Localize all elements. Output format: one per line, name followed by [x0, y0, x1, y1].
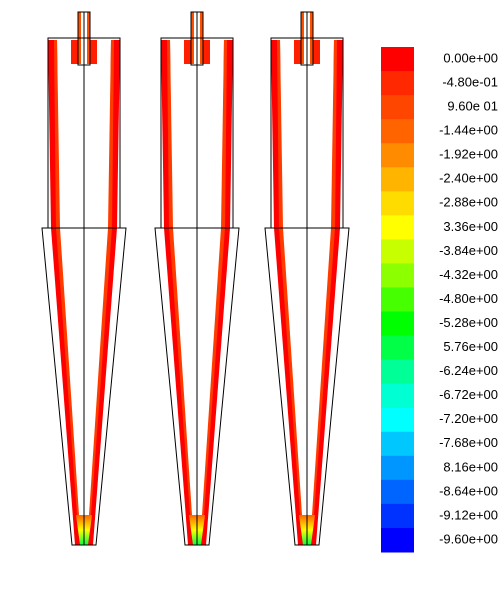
colorbar-label: 3.36e+00 [443, 219, 498, 234]
colorbar-label: -9.60e+00 [439, 531, 498, 546]
color-swatch [381, 239, 414, 264]
colorbar-label: -3.84e+00 [439, 243, 498, 258]
color-swatch [381, 311, 414, 337]
cyclone-contour [154, 11, 240, 546]
color-swatch [381, 71, 414, 96]
colorbar-label: -1.92e+00 [439, 147, 498, 162]
colorbar-label: -1.44e+00 [439, 123, 498, 138]
color-swatch [381, 47, 414, 72]
colorbar-label: -5.28e+00 [439, 315, 498, 330]
colorbar-label: -2.88e+00 [439, 195, 498, 210]
color-swatch [381, 119, 414, 144]
color-swatch [381, 191, 414, 216]
color-swatch [381, 287, 414, 313]
colorbar-label: 9.60e 01 [447, 99, 498, 114]
color-swatch [381, 527, 414, 553]
color-swatch [381, 143, 414, 168]
color-swatch [381, 407, 414, 433]
colorbar-label: -4.80e-01 [442, 75, 498, 90]
colorbar-label: -6.24e+00 [439, 363, 498, 378]
colorbar-label: -7.20e+00 [439, 411, 498, 426]
color-swatch [381, 215, 414, 240]
colorbar-label: -4.32e+00 [439, 267, 498, 282]
colorbar-label: -6.72e+00 [439, 387, 498, 402]
color-swatch [381, 167, 414, 192]
colorbar-label: -2.40e+00 [439, 171, 498, 186]
colorbar-label: -8.64e+00 [439, 483, 498, 498]
colorbar: 0.00e+00 -4.80e-01 9.60e 01 -1.44e+00 -1.92e… [381, 47, 498, 553]
colorbar-label: 8.16e+00 [443, 459, 498, 474]
colorbar-label: -4.80e+00 [439, 291, 498, 306]
color-swatch [381, 95, 414, 120]
color-swatch [381, 455, 414, 481]
colorbar-label: -7.68e+00 [439, 435, 498, 450]
colorbar-label: 5.76e+00 [443, 339, 498, 354]
cyclone-contour [41, 11, 127, 546]
color-swatch [381, 359, 414, 385]
color-swatch [381, 431, 414, 457]
colorbar-label: 0.00e+00 [443, 50, 498, 65]
color-swatch [381, 479, 414, 505]
color-swatch [381, 335, 414, 361]
color-swatch [381, 503, 414, 529]
colorbar-label: -9.12e+00 [439, 507, 498, 522]
color-swatch [381, 263, 414, 288]
cyclone-contour [264, 11, 350, 546]
color-swatch [381, 383, 414, 409]
